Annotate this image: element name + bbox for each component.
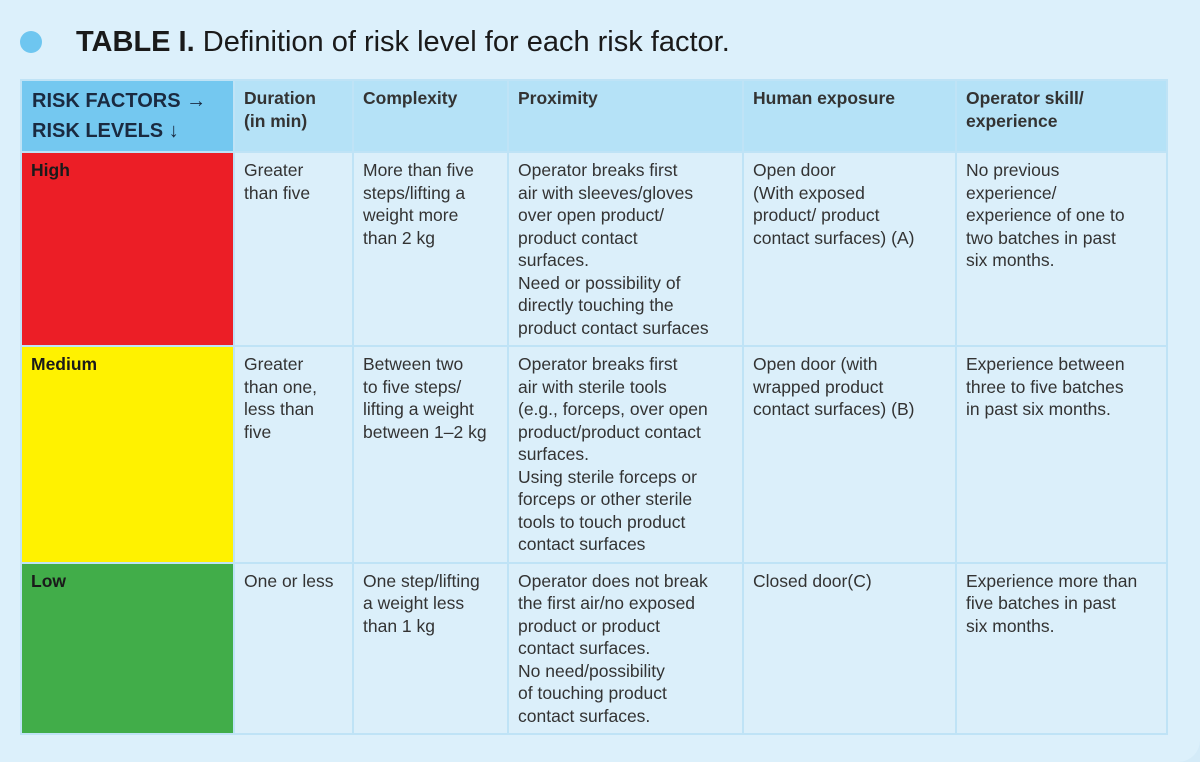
risk-level-high: High <box>20 151 235 347</box>
table-caption: Definition of risk level for each risk f… <box>202 25 730 58</box>
table-cell: One or less <box>233 561 354 735</box>
table-row-medium: Medium Greater than one, less than five … <box>20 345 1168 564</box>
table-cell: One step/lifting a weight less than 1 kg <box>352 561 509 735</box>
table-title: TABLE I. Definition of risk level for ea… <box>76 26 730 59</box>
corner-line-factors: RISK FACTORS → <box>32 90 207 112</box>
table-cell: Open door (with wrapped product contact … <box>742 345 957 564</box>
column-header-proximity: Proximity <box>507 79 744 153</box>
column-header-human-exposure: Human exposure <box>742 79 957 153</box>
title-row: TABLE I. Definition of risk level for ea… <box>20 22 730 62</box>
table-cell: Operator breaks first air with sleeves/g… <box>507 151 744 347</box>
table-row-high: High Greater than five More than five st… <box>20 151 1168 347</box>
column-header-complexity: Complexity <box>352 79 509 153</box>
column-header-operator-skill: Operator skill/ experience <box>955 79 1168 153</box>
table-cell: Experience between three to five batches… <box>955 345 1168 564</box>
header-row: RISK FACTORS → RISK LEVELS ↓ Duration (i… <box>20 79 1168 153</box>
table-cell: Closed door(C) <box>742 561 957 735</box>
table-cell: Between two to five steps/ lifting a wei… <box>352 345 509 564</box>
risk-level-medium: Medium <box>20 345 235 564</box>
corner-line-levels: RISK LEVELS ↓ <box>32 120 179 142</box>
table-number: TABLE I. <box>76 25 195 58</box>
risk-level-low: Low <box>20 561 235 735</box>
risk-table: RISK FACTORS → RISK LEVELS ↓ Duration (i… <box>20 79 1168 735</box>
table-cell: Greater than one, less than five <box>233 345 354 564</box>
table-cell: Operator does not break the first air/no… <box>507 561 744 735</box>
table-cell: Operator breaks first air with sterile t… <box>507 345 744 564</box>
table-cell: Greater than five <box>233 151 354 347</box>
bullet-icon <box>20 31 42 53</box>
table-cell: No previous experience/ experience of on… <box>955 151 1168 347</box>
table-cell: Open door (With exposed product/ product… <box>742 151 957 347</box>
column-header-duration: Duration (in min) <box>233 79 354 153</box>
table-cell: Experience more than five batches in pas… <box>955 561 1168 735</box>
table-row-low: Low One or less One step/lifting a weigh… <box>20 561 1168 735</box>
corner-header: RISK FACTORS → RISK LEVELS ↓ <box>20 79 235 153</box>
table-cell: More than five steps/lifting a weight mo… <box>352 151 509 347</box>
